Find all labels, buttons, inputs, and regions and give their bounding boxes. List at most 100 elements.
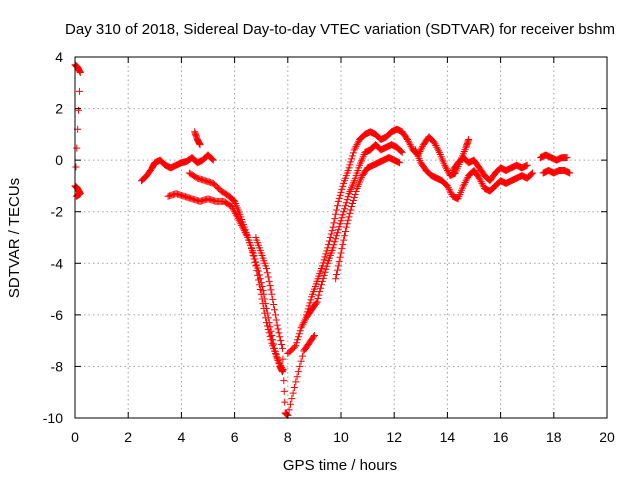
data-point: [266, 332, 274, 340]
y-tick-labels: -10 -8 -6 -4 -2 0 2 4: [43, 49, 63, 426]
data-point: [334, 197, 342, 205]
data-point: [352, 188, 360, 196]
data-point: [349, 197, 357, 205]
data-point: [343, 196, 351, 204]
data-point: [430, 138, 438, 146]
data-point: [527, 171, 535, 179]
x-tick-label: 8: [284, 429, 292, 445]
data-point: [474, 173, 482, 181]
data-point: [349, 152, 357, 160]
data-point: [404, 136, 411, 144]
data-point: [325, 240, 333, 248]
data-point: [302, 311, 310, 319]
data-point: [277, 337, 285, 345]
data-point: [229, 196, 237, 204]
data-point: [446, 187, 454, 195]
data-point: [264, 273, 272, 281]
data-point: [310, 333, 318, 341]
data-point: [274, 325, 282, 333]
series-sat-f: [284, 141, 406, 358]
data-point: [331, 238, 339, 246]
data-point: [306, 299, 314, 307]
data-point: [339, 182, 347, 190]
data-point: [278, 344, 286, 352]
data-point: [419, 142, 427, 150]
data-point: [353, 141, 361, 149]
data-point: [396, 159, 404, 167]
y-tick-label: -4: [51, 255, 64, 271]
data-point: [76, 68, 84, 76]
data-point: [331, 215, 339, 223]
data-point: [307, 296, 315, 304]
data-point: [396, 147, 404, 155]
data-point: [253, 267, 261, 275]
data-point: [280, 377, 288, 385]
data-point: [279, 355, 287, 363]
data-point: [348, 155, 356, 163]
axis-ticks: [74, 56, 608, 419]
data-point: [523, 161, 531, 169]
data-point: [301, 317, 309, 325]
data-point: [228, 203, 236, 211]
data-point: [73, 144, 81, 152]
data-point: [278, 341, 286, 349]
data-point: [350, 146, 358, 154]
data-point: [304, 305, 312, 313]
data-point: [267, 286, 275, 294]
data-point: [279, 366, 287, 374]
data-point: [247, 241, 255, 249]
data-point: [478, 179, 486, 187]
data-point: [479, 181, 487, 189]
data-point: [320, 256, 328, 264]
data-points: [71, 61, 574, 419]
data-point: [338, 185, 346, 193]
data-point: [255, 276, 263, 284]
data-point: [262, 314, 270, 322]
series-sat-j: [449, 154, 531, 185]
y-tick-label: 2: [55, 101, 63, 117]
series-sat-g: [302, 125, 473, 319]
data-point: [276, 360, 284, 368]
grid-lines: [75, 57, 607, 418]
data-point: [407, 142, 415, 150]
data-point: [341, 227, 349, 235]
data-point: [348, 203, 356, 211]
data-point: [294, 336, 302, 344]
data-point: [334, 226, 342, 234]
data-point: [260, 304, 268, 312]
data-point: [461, 178, 469, 186]
data-point: [326, 234, 334, 241]
data-point: [337, 188, 345, 196]
data-point: [447, 189, 455, 197]
data-point: [345, 164, 353, 172]
data-point: [346, 161, 354, 169]
data-point: [270, 301, 278, 309]
data-point: [351, 144, 359, 152]
data-point: [267, 336, 275, 344]
series-sat-e: [191, 128, 318, 419]
data-point: [209, 156, 217, 164]
y-tick-label: -10: [43, 410, 63, 426]
data-point: [352, 142, 360, 150]
data-point: [317, 284, 325, 292]
data-point: [354, 139, 362, 147]
data-point: [341, 205, 349, 213]
data-point: [335, 223, 343, 231]
data-point: [459, 182, 467, 190]
data-point: [288, 395, 296, 403]
data-point: [529, 169, 537, 177]
data-point: [293, 373, 301, 381]
data-point: [276, 333, 284, 341]
data-point: [341, 232, 349, 240]
data-point: [293, 339, 301, 347]
data-point: [255, 281, 263, 289]
data-point: [319, 259, 327, 267]
data-point: [463, 175, 471, 183]
data-point: [344, 193, 352, 201]
data-point: [296, 362, 304, 370]
x-tick-label: 16: [493, 429, 509, 445]
y-tick-label: -6: [51, 307, 64, 323]
data-point: [404, 137, 412, 145]
data-point: [265, 329, 273, 337]
x-tick-label: 0: [71, 429, 79, 445]
